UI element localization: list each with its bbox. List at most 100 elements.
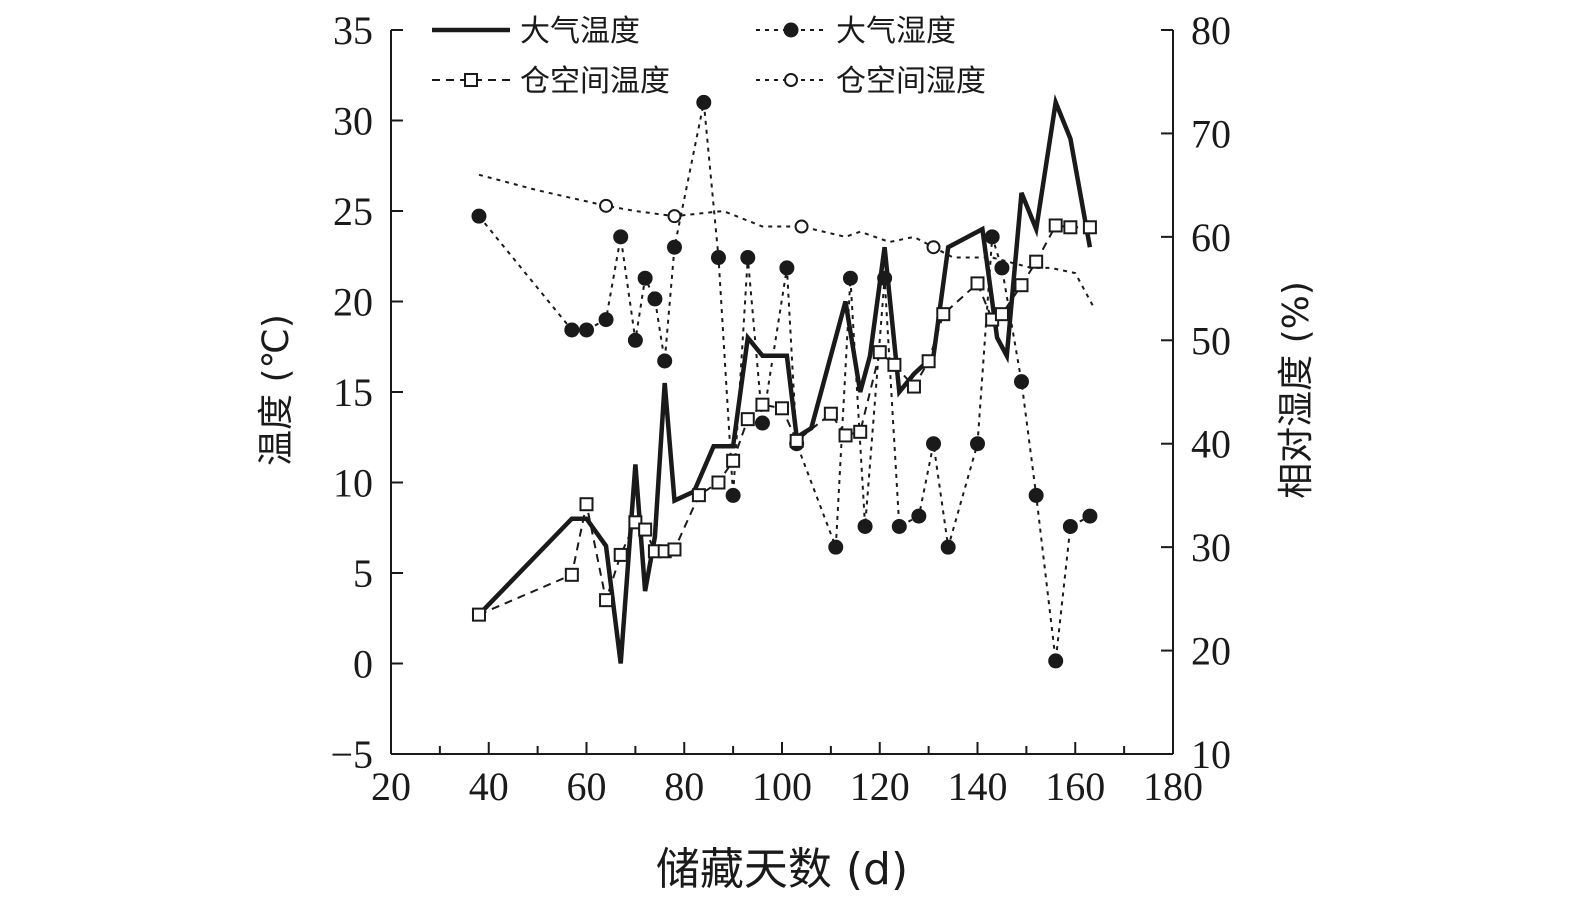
legend-item: 大气湿度 [756,14,956,49]
y-tick-label-right: 60 [1191,215,1231,260]
data-point [887,357,902,372]
data-point [842,270,858,286]
data-point [877,270,893,286]
data-point [667,209,682,224]
y-tick-label-left: 20 [333,280,373,325]
y-tick-label-left: 15 [333,370,373,415]
x-tick-label: 120 [850,764,910,809]
y-tick-label-right: 40 [1191,422,1231,467]
data-point [911,508,927,524]
legend-label: 仓空间温度 [520,64,670,99]
data-point [1013,374,1029,390]
data-point [579,497,594,512]
data-point [647,291,663,307]
series-layer [471,93,1098,669]
data-point [1048,218,1063,233]
data-point [598,312,614,328]
legend-swatch-marker [784,73,798,87]
x-axis-title: 储藏天数 (d) [656,844,908,895]
data-point [599,593,614,608]
data-point [926,240,941,255]
data-point [1028,487,1044,503]
x-tick-label: 160 [1045,764,1105,809]
legend-swatch-marker [783,22,799,38]
data-point [638,522,653,537]
axes: 20 40 60 80 100 120 140 160 180 −5 0 5 10 15 20 25 30 35 1… [330,8,1231,809]
x-tick-label: 100 [752,764,812,809]
data-point [691,488,706,503]
y-tick-label-left: 5 [353,551,373,596]
y-tick-label-right: 70 [1191,111,1231,156]
series-line [478,173,1096,310]
legend-label: 大气温度 [520,14,640,49]
legend-label: 仓空间湿度 [836,64,986,99]
data-point [666,239,682,255]
data-point [613,229,629,245]
y-tick-label-right: 10 [1191,732,1231,777]
data-point [828,539,844,555]
data-point [726,453,741,468]
data-point [940,539,956,555]
legend-item: 仓空间温度 [432,64,670,99]
y-axis-title-left: 温度 (℃) [256,314,297,466]
data-point [1029,254,1044,269]
data-point [994,260,1010,276]
data-point [1062,518,1078,534]
data-point [471,607,486,622]
data-point [906,379,921,394]
x-tick-label: 80 [664,764,704,809]
data-point [970,276,985,291]
data-point [740,250,756,266]
data-point [471,208,487,224]
data-point [891,518,907,534]
data-point [564,567,579,582]
data-point [564,322,580,338]
x-tick-label: 60 [567,764,607,809]
data-point [926,436,942,452]
data-point [794,219,809,234]
y-tick-label-left: 25 [333,189,373,234]
data-point [1048,653,1064,669]
y-tick-label-right: 30 [1191,525,1231,570]
y-tick-label-left: −5 [330,732,373,777]
data-point [779,260,795,276]
x-tick-label: 40 [469,764,509,809]
data-point [872,345,887,360]
data-point [637,270,653,286]
data-point [710,250,726,266]
data-point [857,518,873,534]
data-point [667,542,682,557]
legend-item: 大气温度 [432,14,640,49]
data-point [1082,220,1097,235]
data-point [1082,508,1098,524]
data-point [725,487,741,503]
x-tick-label: 140 [948,764,1008,809]
y-tick-label-left: 10 [333,461,373,506]
data-point [994,307,1009,322]
data-point [599,198,614,213]
data-point [613,547,628,562]
series-3 [471,218,1097,622]
data-point [936,307,951,322]
data-point [775,401,789,416]
y-axis-title-right: 相对湿度 (%) [1276,281,1317,499]
legend-swatch-marker [464,73,478,87]
data-point [984,229,1000,245]
data-point [755,397,770,412]
data-point [838,428,853,443]
data-point [711,475,726,490]
y-tick-label-right: 80 [1191,8,1231,53]
data-point [823,406,838,421]
data-point [754,415,770,431]
x-tick-label: 180 [1143,764,1203,809]
legend-label: 大气湿度 [836,14,956,49]
data-point [657,353,673,369]
data-point [740,412,755,427]
y-tick-label-left: 35 [333,8,373,53]
data-point [1014,278,1029,293]
data-point [1063,220,1078,235]
data-point [789,433,804,448]
data-point [970,436,985,452]
legend-item: 仓空间湿度 [756,64,986,99]
